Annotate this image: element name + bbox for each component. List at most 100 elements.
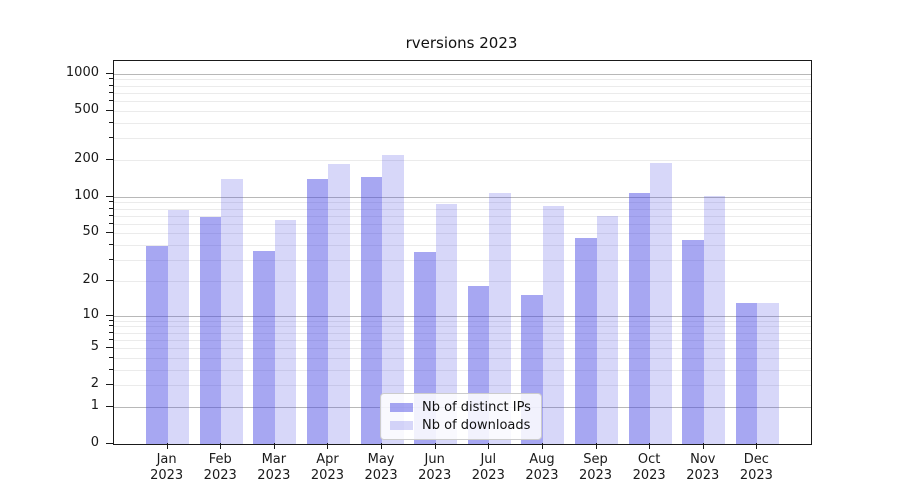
x-tick-month: Mar	[261, 452, 287, 467]
y-tick-label: 200	[74, 150, 99, 166]
gridline-minor	[114, 208, 811, 210]
gridline-minor	[114, 357, 811, 359]
bar-distinct-ips-dec	[735, 302, 758, 444]
x-tick-label: Aug 2023	[510, 452, 574, 484]
x-tick	[649, 443, 651, 449]
x-tick-month: Sep	[583, 452, 608, 467]
y-tick	[106, 384, 113, 386]
x-tick-year: 2023	[418, 468, 452, 483]
y-tick-label: 20	[82, 271, 99, 287]
y-tick-label: 100	[74, 187, 99, 203]
bar-downloads-jan	[167, 209, 190, 444]
x-tick-label: May 2023	[349, 452, 413, 484]
gridline-minor	[114, 339, 811, 341]
x-tick	[220, 443, 222, 449]
y-minor-tick	[109, 338, 113, 340]
y-tick-label: 0	[90, 435, 99, 450]
y-tick	[106, 346, 113, 348]
gridline-minor	[114, 122, 811, 124]
y-minor-tick	[109, 137, 113, 139]
legend-item-distinct-ips: Nb of distinct IPs	[390, 400, 531, 415]
y-minor-tick	[109, 214, 113, 216]
y-tick	[106, 109, 113, 111]
bar-downloads-mar	[274, 220, 297, 444]
gridline-minor	[114, 347, 811, 349]
y-minor-tick	[109, 222, 113, 224]
x-tick-label: Jan 2023	[135, 452, 199, 484]
y-minor-tick	[109, 91, 113, 93]
x-tick-year: 2023	[525, 468, 559, 483]
bar-downloads-feb	[221, 178, 243, 444]
y-minor-tick	[109, 207, 113, 209]
gridline-minor	[114, 259, 811, 261]
y-tick-label: 2	[90, 376, 99, 392]
bar-downloads-apr	[328, 163, 350, 444]
y-tick-label: 1000	[65, 64, 99, 80]
y-minor-tick	[109, 368, 113, 370]
x-tick-year: 2023	[203, 468, 237, 483]
gridline-minor	[114, 159, 811, 161]
y-tick	[106, 158, 113, 160]
gridline-minor	[114, 215, 811, 217]
x-tick-label: Oct 2023	[617, 452, 681, 484]
y-tick-label: 50	[82, 224, 99, 240]
gridline-minor	[114, 385, 811, 387]
bar-distinct-ips-sep	[575, 237, 597, 444]
x-tick-year: 2023	[364, 468, 398, 483]
x-tick	[702, 443, 704, 449]
plot-area	[113, 60, 812, 445]
x-tick-month: Jan	[156, 452, 177, 467]
x-tick	[327, 443, 329, 449]
y-tick-label: 500	[74, 101, 99, 117]
x-tick-year: 2023	[578, 468, 613, 483]
x-tick-label: Jul 2023	[456, 452, 520, 484]
x-tick-month: Jun	[424, 452, 445, 467]
y-minor-tick	[109, 84, 113, 86]
x-tick-label: Sep 2023	[564, 452, 628, 484]
x-tick-label: Apr 2023	[295, 452, 359, 484]
gridline-minor	[114, 245, 811, 246]
gridline-minor	[114, 233, 811, 235]
x-tick-year: 2023	[686, 468, 720, 483]
x-tick	[595, 443, 597, 449]
y-tick-label: 1	[90, 397, 99, 413]
bar-distinct-ips-jan	[146, 246, 168, 444]
x-tick-label: Dec 2023	[724, 452, 788, 484]
x-tick-year: 2023	[471, 468, 505, 483]
y-tick-label: 10	[82, 306, 99, 322]
gridline-minor	[114, 202, 811, 204]
y-minor-tick	[109, 201, 113, 203]
x-tick-label: Jun 2023	[403, 452, 467, 484]
x-tick	[434, 443, 436, 449]
legend-label-distinct-ips: Nb of distinct IPs	[422, 400, 531, 415]
bar-downloads-jul	[489, 193, 511, 444]
y-tick-label: 5	[90, 338, 99, 354]
x-tick-year: 2023	[632, 468, 666, 483]
bar-downloads-sep	[596, 215, 618, 444]
x-tick-month: Aug	[529, 452, 555, 467]
x-tick-month: Apr	[316, 452, 339, 467]
x-tick-year: 2023	[310, 468, 344, 483]
x-tick	[756, 443, 758, 449]
y-tick	[106, 443, 113, 444]
bar-distinct-ips-nov	[682, 240, 704, 444]
x-tick-year: 2023	[739, 468, 773, 483]
y-tick	[106, 232, 113, 234]
gridline-minor	[114, 320, 811, 322]
y-minor-tick	[109, 319, 113, 321]
bar-downloads-oct	[650, 163, 672, 444]
bar-downloads-nov	[703, 196, 726, 444]
bar-distinct-ips-apr	[307, 178, 329, 444]
x-tick-year: 2023	[257, 468, 291, 483]
y-minor-tick	[109, 325, 113, 327]
x-tick-month: May	[367, 452, 395, 467]
legend-item-downloads: Nb of downloads	[390, 418, 531, 433]
legend-swatch-distinct-ips	[390, 403, 413, 412]
y-tick	[106, 195, 113, 197]
gridline-major	[114, 73, 811, 75]
bar-downloads-aug	[542, 205, 565, 444]
bar-downloads-jun	[435, 204, 458, 444]
gridline-minor	[114, 85, 811, 87]
bar-downloads-may	[382, 155, 404, 444]
